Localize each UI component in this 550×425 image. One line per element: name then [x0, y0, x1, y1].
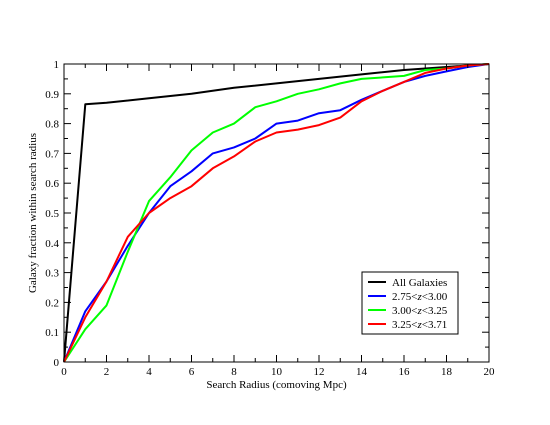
x-tick-label: 0 [61, 366, 67, 378]
series-line-0 [63, 63, 490, 363]
y-tick-label: 1 [54, 59, 60, 71]
y-tick-label: 0.1 [45, 327, 59, 339]
x-tick-label: 6 [189, 366, 195, 378]
y-tick-label: 0.7 [45, 148, 59, 160]
x-tick-label: 20 [484, 366, 496, 378]
legend-label: 3.25<z<3.71 [392, 319, 447, 331]
x-tick-label: 16 [399, 366, 411, 378]
x-tick-label: 12 [314, 366, 325, 378]
legend: All Galaxies 2.75<z<3.00 3.00<z<3.25 3.25<z… [361, 271, 459, 335]
legend-label: All Galaxies [392, 277, 447, 289]
y-tick-label: 0.5 [45, 208, 59, 220]
x-tick-label: 4 [146, 366, 152, 378]
y-tick-label: 0.6 [45, 178, 59, 190]
legend-label: 2.75<z<3.00 [392, 291, 448, 303]
x-axis-ticks: 0 2 4 6 8 10 12 14 16 18 20 [61, 64, 495, 378]
y-axis-ticks: 0 0.1 0.2 0.3 0.4 0.5 0.6 0.7 0.8 0.9 1 [45, 59, 489, 369]
x-tick-label: 14 [356, 366, 368, 378]
legend-label: 3.00<z<3.25 [392, 305, 448, 317]
x-tick-label: 2 [104, 366, 110, 378]
y-tick-label: 0.9 [45, 89, 59, 101]
series-line-3 [63, 63, 490, 363]
y-tick-label: 0 [54, 357, 60, 369]
y-tick-label: 0.3 [45, 268, 59, 280]
y-tick-label: 0.2 [45, 297, 59, 309]
x-tick-label: 10 [271, 366, 283, 378]
y-axis-label: Galaxy fraction within search radius [27, 133, 39, 293]
x-tick-label: 8 [231, 366, 237, 378]
y-tick-label: 0.8 [45, 119, 59, 131]
series-line-2 [63, 63, 490, 363]
y-tick-label: 0.4 [45, 238, 59, 250]
x-tick-label: 18 [441, 366, 453, 378]
series-lines [63, 63, 490, 363]
x-axis-label: Search Radius (comoving Mpc) [206, 379, 347, 391]
